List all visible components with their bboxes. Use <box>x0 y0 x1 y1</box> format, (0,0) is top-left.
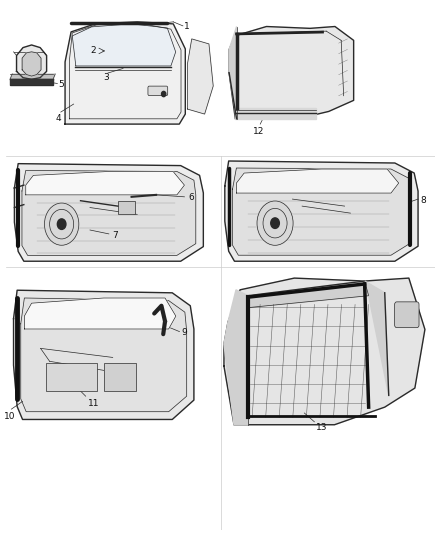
Polygon shape <box>225 161 418 261</box>
Circle shape <box>162 91 166 96</box>
Bar <box>104 362 136 391</box>
Text: 13: 13 <box>316 423 328 432</box>
Text: 8: 8 <box>420 196 426 205</box>
Polygon shape <box>235 108 316 119</box>
Text: 12: 12 <box>253 127 265 136</box>
Text: 7: 7 <box>113 231 118 240</box>
Text: 11: 11 <box>88 399 99 408</box>
Polygon shape <box>187 39 213 114</box>
Polygon shape <box>26 172 184 195</box>
Bar <box>46 362 96 391</box>
Circle shape <box>271 218 279 229</box>
Polygon shape <box>14 164 203 261</box>
Polygon shape <box>233 168 410 255</box>
Polygon shape <box>248 281 369 308</box>
Polygon shape <box>14 290 194 419</box>
Polygon shape <box>22 171 196 255</box>
Polygon shape <box>21 298 187 411</box>
Circle shape <box>257 201 293 245</box>
Text: 10: 10 <box>4 411 15 421</box>
Polygon shape <box>22 52 41 76</box>
Polygon shape <box>10 74 55 79</box>
Text: 2: 2 <box>90 46 96 55</box>
FancyBboxPatch shape <box>395 302 419 328</box>
Polygon shape <box>224 290 248 425</box>
Polygon shape <box>17 45 46 79</box>
Text: 6: 6 <box>188 193 194 203</box>
Polygon shape <box>237 169 399 193</box>
FancyBboxPatch shape <box>148 86 168 95</box>
Text: 3: 3 <box>103 74 109 83</box>
Bar <box>118 201 135 214</box>
Text: 9: 9 <box>181 328 187 337</box>
Text: 1: 1 <box>184 22 190 31</box>
Polygon shape <box>10 79 53 85</box>
Polygon shape <box>364 281 389 395</box>
Polygon shape <box>65 22 185 124</box>
Text: 4: 4 <box>56 114 61 123</box>
Circle shape <box>57 219 66 229</box>
Polygon shape <box>72 24 176 66</box>
Text: 5: 5 <box>58 80 64 89</box>
Polygon shape <box>229 27 237 119</box>
Polygon shape <box>25 298 176 329</box>
Circle shape <box>45 203 79 245</box>
Polygon shape <box>224 278 425 425</box>
Polygon shape <box>229 27 353 119</box>
